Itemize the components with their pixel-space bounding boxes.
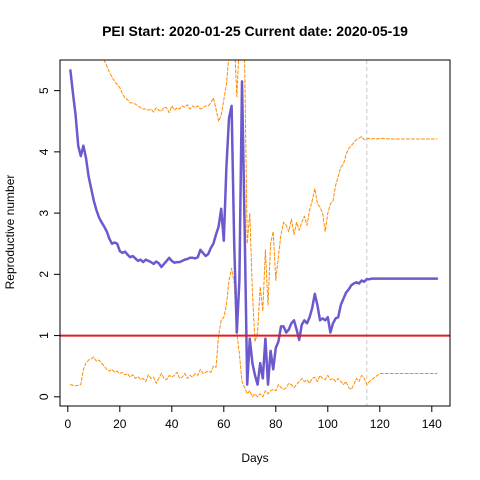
y-axis-label: Reproductive number — [3, 175, 17, 290]
x-axis-label: Days — [241, 451, 268, 465]
x-tick-label: 100 — [318, 417, 338, 431]
x-tick-label: 0 — [64, 417, 71, 431]
series-line-upper-bound — [103, 60, 438, 343]
x-tick-label: 80 — [269, 417, 283, 431]
x-tick-label: 140 — [422, 417, 442, 431]
x-tick-label: 120 — [370, 417, 390, 431]
plot-area — [60, 60, 450, 406]
x-tick-label: 60 — [217, 417, 231, 431]
y-tick-label: 4 — [37, 148, 51, 155]
axes: 0 20 40 60 80 100 120 140 0 1 2 3 4 5 — [37, 59, 451, 431]
y-tick-label: 0 — [37, 393, 51, 400]
y-tick-label: 2 — [37, 271, 51, 278]
y-tick-label: 5 — [37, 87, 51, 94]
y-tick-label: 1 — [37, 332, 51, 339]
x-tick-label: 40 — [165, 417, 179, 431]
series-line-lower-bound — [69, 267, 438, 398]
x-tick-label: 20 — [113, 417, 127, 431]
plot-frame — [59, 59, 451, 407]
y-tick-label: 3 — [37, 209, 51, 216]
series-line-estimate — [69, 69, 439, 386]
chart-title: PEI Start: 2020-01-25 Current date: 2020… — [102, 23, 408, 39]
